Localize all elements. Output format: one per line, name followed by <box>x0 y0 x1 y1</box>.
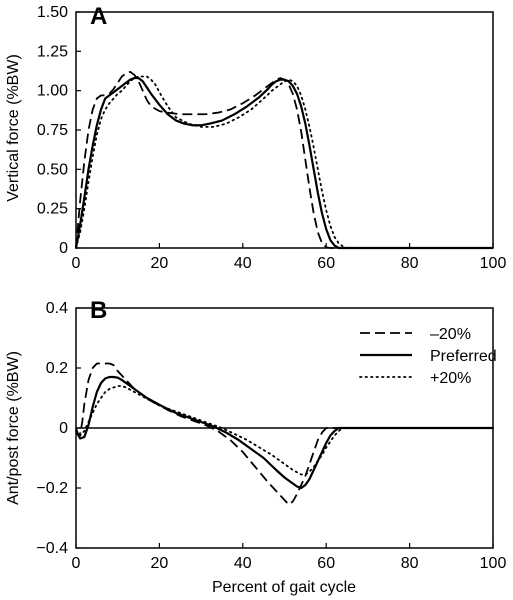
series-line-solid <box>75 375 493 490</box>
panel-b-series <box>75 362 494 506</box>
series-line-dashed <box>75 362 493 506</box>
legend-label: –20% <box>430 326 471 343</box>
x-tick-label: 100 <box>480 555 507 572</box>
y-tick-label: −0.2 <box>36 480 68 497</box>
x-axis-title: Percent of gait cycle <box>212 579 356 596</box>
series-line-solid <box>74 76 493 250</box>
series-line-dashed <box>75 70 493 249</box>
x-tick-label: 80 <box>401 255 419 272</box>
panel-a: A Vertical force (%BW) 0 20 40 60 80 100 0 0.25… <box>5 3 506 272</box>
y-tick-label: 0 <box>59 240 68 257</box>
panel-a-series <box>74 70 494 250</box>
panel-a-ticks: 0 20 40 60 80 100 0 0.25 0.50 0.75 1.00 1.25 1.50 <box>37 4 507 272</box>
panel-b-y-axis-title: Ant/post force (%BW) <box>5 351 22 505</box>
x-tick-label: 60 <box>317 555 335 572</box>
x-tick-label: 20 <box>151 255 169 272</box>
legend: –20% Preferred +20% <box>359 326 497 387</box>
x-tick-label: 40 <box>234 255 252 272</box>
x-tick-label: 100 <box>480 255 507 272</box>
y-tick-label: 0.4 <box>46 300 68 317</box>
panel-a-letter: A <box>90 3 107 30</box>
panel-b-ticks: 0 20 40 60 80 100 −0.4 −0.2 0 0.2 0.4 <box>36 300 506 572</box>
x-tick-label: 0 <box>72 255 81 272</box>
x-tick-label: 0 <box>72 555 81 572</box>
x-tick-label: 20 <box>151 555 169 572</box>
y-tick-label: 1.25 <box>37 43 68 60</box>
y-tick-label: 0.25 <box>37 201 68 218</box>
x-tick-label: 60 <box>317 255 335 272</box>
legend-label: +20% <box>430 370 471 387</box>
x-tick-label: 40 <box>234 555 252 572</box>
panel-a-y-axis-title: Vertical force (%BW) <box>5 54 22 202</box>
y-tick-label: −0.4 <box>36 540 68 557</box>
panel-b: B Ant/post force (%BW) Percent of gait c… <box>5 297 506 596</box>
y-tick-label: 0 <box>59 420 68 437</box>
panel-b-letter: B <box>90 297 107 324</box>
y-tick-label: 1.00 <box>37 83 68 100</box>
panel-a-axes <box>75 11 494 249</box>
y-tick-label: 0.2 <box>46 360 68 377</box>
legend-label: Preferred <box>430 348 497 365</box>
y-tick-label: 0.75 <box>37 122 68 139</box>
y-tick-label: 0.50 <box>37 161 68 178</box>
x-tick-label: 80 <box>401 555 419 572</box>
y-tick-label: 1.50 <box>37 4 68 21</box>
series-line-dotted <box>75 75 494 249</box>
series-line-dotted <box>75 385 494 476</box>
panel-b-axes <box>75 307 494 549</box>
